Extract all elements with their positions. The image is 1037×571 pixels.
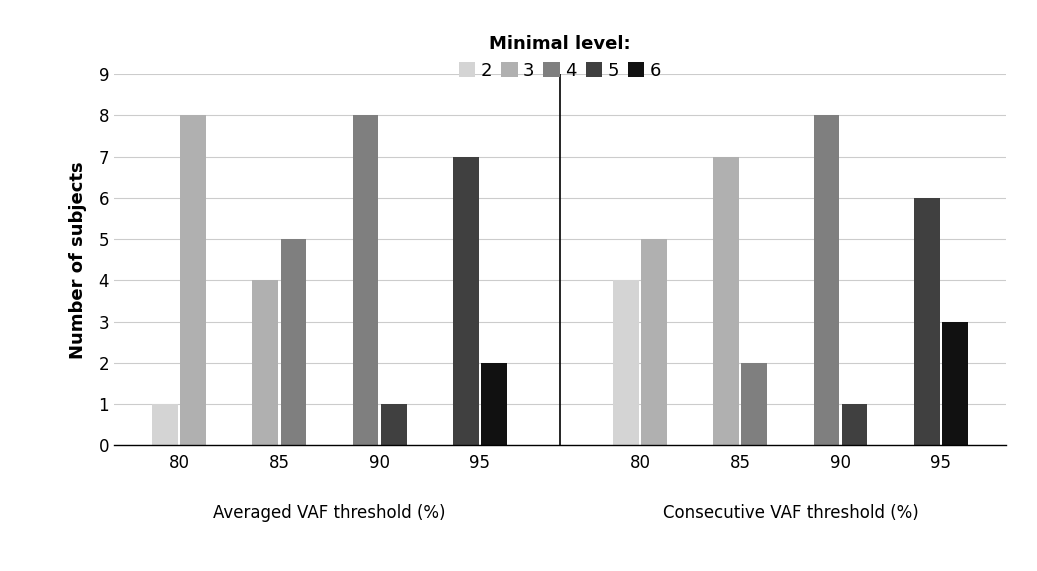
Bar <box>281 239 306 445</box>
Bar <box>741 363 767 445</box>
Bar <box>180 115 206 445</box>
Bar <box>481 363 507 445</box>
Legend: 2, 3, 4, 5, 6: 2, 3, 4, 5, 6 <box>459 35 661 80</box>
Bar <box>814 115 839 445</box>
Bar <box>613 280 639 445</box>
Bar <box>252 280 278 445</box>
Bar <box>641 239 667 445</box>
Bar <box>713 156 739 445</box>
Bar <box>842 404 868 445</box>
Text: Averaged VAF threshold (%): Averaged VAF threshold (%) <box>214 504 446 522</box>
Bar <box>353 115 379 445</box>
Y-axis label: Number of subjects: Number of subjects <box>69 161 87 359</box>
Bar <box>381 404 407 445</box>
Bar <box>914 198 940 445</box>
Bar <box>453 156 479 445</box>
Bar <box>942 321 968 445</box>
Text: Consecutive VAF threshold (%): Consecutive VAF threshold (%) <box>663 504 919 522</box>
Bar <box>152 404 178 445</box>
